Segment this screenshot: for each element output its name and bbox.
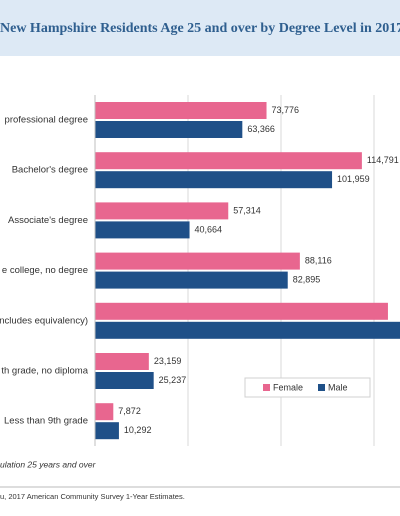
data-label: 25,237	[159, 375, 187, 385]
legend-label: Male	[328, 382, 348, 392]
data-label: 40,664	[195, 224, 223, 234]
bar	[95, 171, 333, 189]
legend-label: Female	[273, 382, 303, 392]
category-label: Less than 9th grade	[4, 416, 88, 427]
bar	[95, 102, 267, 119]
legend-swatch	[318, 384, 325, 391]
header-band	[0, 0, 400, 56]
data-label: 101,959	[337, 174, 370, 184]
chart-title: New Hampshire Residents Age 25 and over …	[0, 21, 400, 36]
category-label: Associate's degree	[8, 215, 88, 226]
bar	[95, 403, 114, 421]
bar	[95, 152, 362, 170]
legend-box	[244, 377, 371, 398]
category-label: th grade, no diploma	[1, 366, 88, 377]
category-label: Bachelor's degree	[12, 165, 88, 176]
bar	[95, 221, 190, 239]
bar	[95, 321, 400, 339]
data-label: 57,314	[233, 205, 261, 215]
bar	[95, 372, 154, 389]
bar	[95, 252, 300, 270]
category-label: ncludes equivalency)	[0, 315, 88, 326]
bar	[95, 302, 388, 320]
category-label: e college, no degree	[2, 265, 88, 276]
data-label: 73,776	[272, 105, 300, 115]
data-label: 82,895	[293, 274, 321, 284]
data-label: 63,366	[247, 124, 275, 134]
source: u, 2017 American Community Survey 1-Year…	[0, 492, 185, 501]
legend-swatch	[263, 384, 270, 391]
data-label: 10,292	[124, 425, 152, 435]
bar	[95, 271, 288, 289]
bar	[95, 121, 243, 138]
data-label: 23,159	[154, 356, 182, 366]
data-label: 88,116	[305, 255, 332, 265]
bar	[95, 422, 119, 440]
data-label: 7,872	[118, 406, 141, 416]
data-label: 114,791	[367, 155, 399, 165]
category-label: professional degree	[5, 115, 88, 126]
bar	[95, 202, 229, 220]
bar	[95, 353, 149, 370]
note: ulation 25 years and over	[0, 459, 97, 469]
